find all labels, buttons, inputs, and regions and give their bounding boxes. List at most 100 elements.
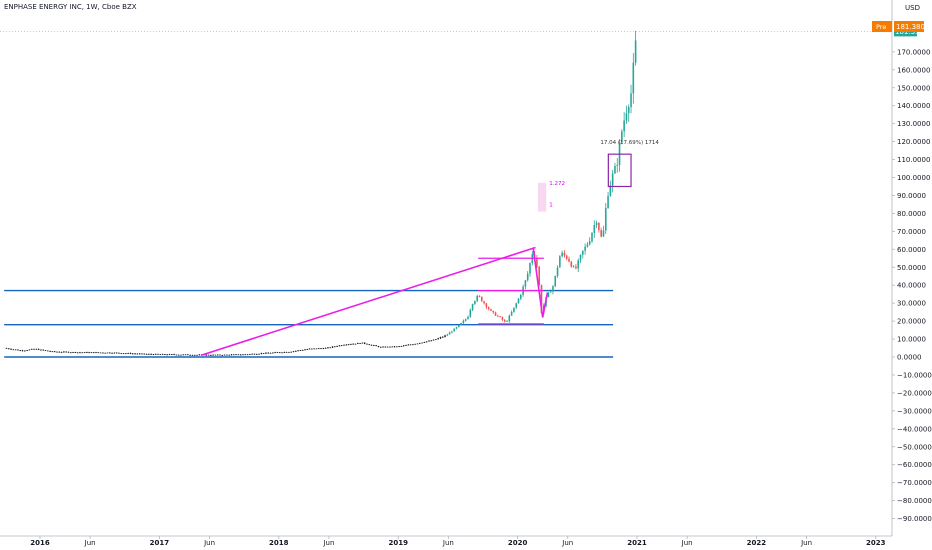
candle-body xyxy=(616,165,619,166)
candle-body xyxy=(237,354,240,356)
candle-body xyxy=(306,349,309,350)
candle-body xyxy=(210,355,212,356)
candle-body xyxy=(324,347,327,349)
candle-body xyxy=(138,353,141,355)
candle-body xyxy=(219,354,221,356)
candle-body xyxy=(299,350,302,351)
candle-body xyxy=(432,339,435,341)
candle-body xyxy=(508,315,511,322)
measure-box[interactable] xyxy=(607,153,632,188)
price-tick-label: 160.0000 xyxy=(897,66,930,74)
price-tick-label: 70.0000 xyxy=(897,228,926,236)
candle-body xyxy=(554,275,557,287)
candle-body xyxy=(228,354,231,356)
candle-body xyxy=(559,256,561,268)
candle-body xyxy=(513,307,515,313)
candle-body xyxy=(363,342,366,344)
price-tick-label: 90.0000 xyxy=(897,192,926,200)
candle-body xyxy=(136,353,139,355)
fib-extension-label: 1.272 xyxy=(549,181,565,187)
candle-body xyxy=(317,348,320,350)
candle-body xyxy=(497,315,499,317)
candle-body xyxy=(198,354,201,356)
candle-body xyxy=(441,336,444,338)
candle-body xyxy=(356,343,359,344)
candle-body xyxy=(565,255,568,259)
candle-body xyxy=(127,353,129,354)
candle-body xyxy=(249,354,251,355)
candle-body xyxy=(451,331,453,333)
candle-body xyxy=(173,354,175,356)
candle-body xyxy=(400,345,403,347)
price-tick-label: 140.0000 xyxy=(897,102,930,110)
trend-line[interactable] xyxy=(200,246,536,356)
candle-body xyxy=(292,351,295,353)
candle-body xyxy=(161,354,164,355)
candle-body xyxy=(10,348,12,350)
candle-body xyxy=(556,267,559,276)
candle-body xyxy=(42,349,45,351)
candle-body xyxy=(111,352,113,354)
candle-body xyxy=(320,348,322,350)
candle-body xyxy=(92,352,95,354)
candle-body xyxy=(72,352,74,353)
candle-body xyxy=(354,343,357,345)
price-tick-label: −10.0000 xyxy=(897,371,932,379)
candle-body xyxy=(478,295,481,297)
candle-body xyxy=(7,348,10,350)
time-tick-label: 2021 xyxy=(627,539,647,547)
candle-body xyxy=(118,352,120,354)
candle-body xyxy=(476,295,478,302)
price-tick-label: 60.0000 xyxy=(897,246,926,254)
time-tick-label: Jun xyxy=(84,539,96,547)
candle-body xyxy=(63,351,65,353)
candle-body xyxy=(412,344,414,346)
candle-body xyxy=(120,353,123,354)
time-tick-label: 2019 xyxy=(388,539,408,547)
candle-body xyxy=(520,294,522,299)
candle-body xyxy=(145,354,148,355)
candle-body xyxy=(609,185,612,196)
pre-market-badge-label: Pre xyxy=(876,23,886,31)
candle-body xyxy=(329,347,332,349)
time-tick-label: Jun xyxy=(681,539,693,547)
fib-extension-zone[interactable] xyxy=(537,182,547,212)
candle-body xyxy=(242,354,244,356)
candle-body xyxy=(634,40,637,63)
candle-body xyxy=(274,352,276,354)
candle-body xyxy=(487,307,490,310)
candle-body xyxy=(212,354,214,356)
candle-body xyxy=(102,352,104,354)
candle-body xyxy=(267,352,270,354)
candle-body xyxy=(281,352,283,354)
price-tick-label: 0.0000 xyxy=(897,354,922,362)
price-tick-label: 50.0000 xyxy=(897,264,926,272)
candle-body xyxy=(389,346,391,348)
candle-body xyxy=(331,346,334,348)
candle-body xyxy=(232,354,235,356)
candle-body xyxy=(373,345,375,346)
candle-body xyxy=(65,351,67,353)
candle-body xyxy=(515,303,518,308)
candle-body xyxy=(53,351,56,353)
candle-body xyxy=(260,353,263,355)
candle-body xyxy=(375,345,377,347)
candle-body xyxy=(97,352,100,354)
candle-body xyxy=(393,346,396,348)
candle-body xyxy=(407,344,410,346)
candle-body xyxy=(265,352,267,354)
time-tick-label: Jun xyxy=(442,539,454,547)
candle-body xyxy=(425,341,428,343)
candle-body xyxy=(269,352,272,354)
price-tick-label: 40.0000 xyxy=(897,282,926,290)
candle-body xyxy=(492,310,495,313)
price-tick-label: 10.0000 xyxy=(897,336,926,344)
candle-body xyxy=(166,354,169,356)
zigzag-line[interactable] xyxy=(532,247,549,318)
candle-body xyxy=(191,355,194,356)
candle-body xyxy=(81,352,84,354)
candle-body xyxy=(95,352,97,354)
candle-body xyxy=(568,258,570,262)
chart-title: ENPHASE ENERGY INC, 1W, Cboe BZX xyxy=(4,3,137,11)
